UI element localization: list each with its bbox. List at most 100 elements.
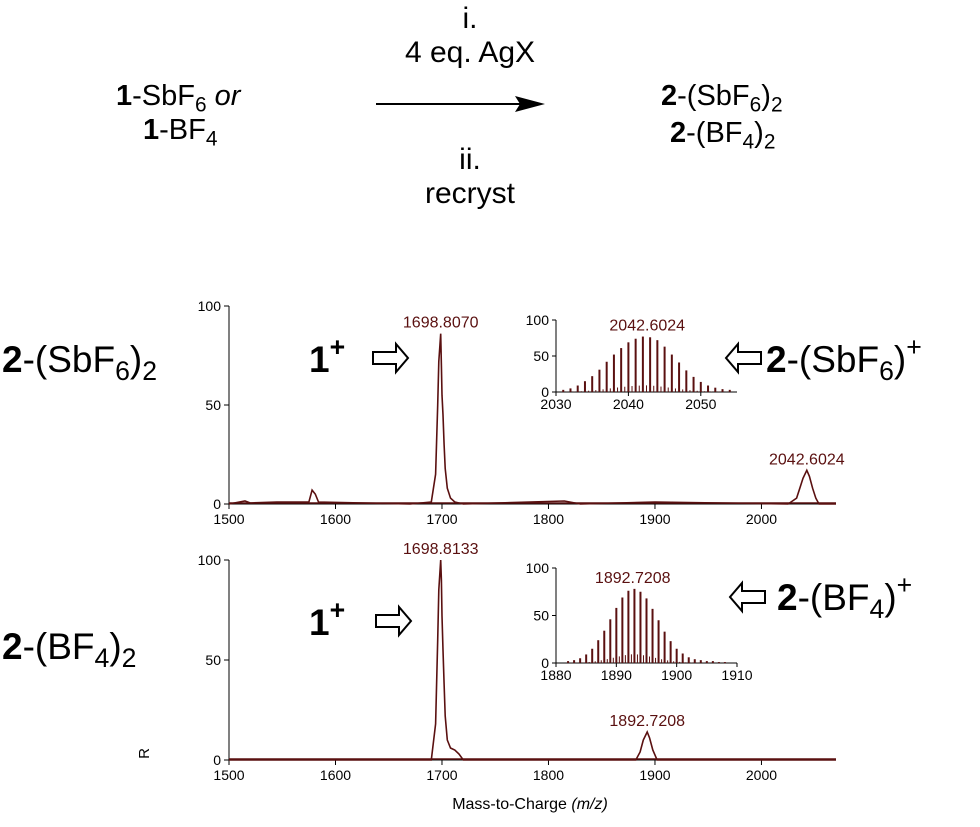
bottom-ion-2-arrow-icon xyxy=(728,580,766,614)
bottom-sample-count: 2 xyxy=(121,642,137,673)
top-inset-x-tick-label: 2030 xyxy=(540,396,571,412)
reactant-line-1: 1-SbF6 or xyxy=(116,80,241,115)
top-ion-2-label: 2-(SbF6)+ xyxy=(766,334,922,385)
x-axis-title-unit: (m/z) xyxy=(571,796,608,813)
top-sample-number: 2 xyxy=(2,339,23,380)
top-y-tick-label: 100 xyxy=(198,298,222,314)
product-2-paren: ) xyxy=(754,117,764,149)
product-1-subscript: 6 xyxy=(749,93,762,117)
bottom-inset-y-tick-label: 0 xyxy=(541,655,549,671)
bottom-y-tick-label: 50 xyxy=(205,652,221,668)
reactant-1-number: 1 xyxy=(116,80,133,112)
bottom-peak-label: 1698.8133 xyxy=(403,541,479,558)
top-inset-y-tick-label: 0 xyxy=(541,384,549,400)
step-1-number: i. xyxy=(462,2,478,35)
bottom-ion-1-charge: + xyxy=(329,595,346,626)
bottom-inset-x-tick-label: 1910 xyxy=(721,667,752,683)
reactant-line-2: 1-BF4 xyxy=(143,114,217,149)
x-axis-title: Mass-to-Charge (m/z) xyxy=(380,796,680,814)
top-ion-2-subscript: 6 xyxy=(879,355,894,386)
top-sample-formula: -(SbF xyxy=(22,339,116,380)
product-1-count: 2 xyxy=(770,93,783,117)
bottom-ion-2-charge: + xyxy=(896,570,913,601)
bottom-x-tick-label: 1900 xyxy=(639,767,670,783)
top-ion-1-label: 1+ xyxy=(309,334,345,380)
product-2-subscript: 4 xyxy=(742,130,755,154)
top-inset-x-tick-label: 2050 xyxy=(685,396,716,412)
bottom-peak-label: 1892.7208 xyxy=(609,713,685,730)
bottom-sample-number: 2 xyxy=(2,626,23,667)
bottom-ion-2-paren: ) xyxy=(884,577,897,618)
bottom-ion-2-formula: -(BF xyxy=(797,577,870,618)
bottom-x-tick-label: 2000 xyxy=(746,767,777,783)
bottom-y-tick-label: 100 xyxy=(198,552,222,568)
reactant-2-number: 1 xyxy=(143,114,160,146)
top-ion-1-charge: + xyxy=(329,332,346,363)
top-x-tick-label: 1700 xyxy=(426,511,457,527)
product-1-paren: ) xyxy=(761,80,771,112)
top-y-tick-label: 50 xyxy=(205,397,221,413)
bottom-sample-paren: ) xyxy=(109,626,122,667)
product-2-formula: -(BF xyxy=(686,117,743,149)
top-ion-2-paren: ) xyxy=(893,339,907,380)
top-ion-2-charge: + xyxy=(906,332,922,363)
step-1-reagent: 4 eq. AgX xyxy=(404,36,536,69)
top-peak-label: 2042.6024 xyxy=(769,451,845,468)
bottom-sample-label: 2-(BF4)2 xyxy=(2,626,136,672)
bottom-ion-1-label: 1+ xyxy=(309,597,345,643)
top-inset-y-tick-label: 50 xyxy=(533,348,549,364)
bottom-inset-x-tick-label: 1880 xyxy=(540,667,571,683)
top-inset-y-tick-label: 100 xyxy=(526,312,550,328)
top-y-tick-label: 0 xyxy=(213,496,221,512)
step-2-number: ii. xyxy=(459,143,481,176)
product-line-1: 2-(SbF6)2 xyxy=(661,80,783,115)
top-x-tick-label: 2000 xyxy=(746,511,777,527)
x-axis-title-text: Mass-to-Charge xyxy=(452,796,567,813)
bottom-inset-y-tick-label: 50 xyxy=(533,608,549,624)
bottom-ion-2-subscript: 4 xyxy=(869,593,885,624)
reactant-2-subscript: 4 xyxy=(205,127,218,151)
reaction-arrow-head xyxy=(515,96,545,112)
top-x-tick-label: 1600 xyxy=(320,511,351,527)
reactant-2-formula: -BF xyxy=(159,114,206,146)
step-2-text: recryst xyxy=(425,177,515,210)
product-1-formula: -(SbF xyxy=(677,80,750,112)
top-ion-1-arrow-icon xyxy=(372,341,410,375)
bottom-inset-y-tick-label: 100 xyxy=(526,560,550,576)
reactant-1-subscript: 6 xyxy=(194,93,207,117)
reactant-1-formula: -SbF xyxy=(132,80,195,112)
top-ion-2-arrow-icon xyxy=(724,341,762,375)
bottom-x-tick-label: 1500 xyxy=(213,767,244,783)
bottom-spectrum-line xyxy=(229,559,836,761)
product-1-number: 2 xyxy=(661,80,678,112)
top-sample-subscript: 6 xyxy=(115,355,130,386)
top-sample-label: 2-(SbF6)2 xyxy=(2,339,157,385)
bottom-inset-x-tick-label: 1890 xyxy=(601,667,632,683)
top-inset-x-tick-label: 2040 xyxy=(613,396,644,412)
bottom-ion-2-number: 2 xyxy=(777,577,798,618)
or-text: or xyxy=(206,80,241,112)
bottom-sample-formula: -(BF xyxy=(22,626,95,667)
top-ion-1-number: 1 xyxy=(309,339,330,380)
top-ion-2-number: 2 xyxy=(766,339,787,380)
top-x-tick-label: 1500 xyxy=(213,511,244,527)
top-peak-label: 1698.8070 xyxy=(403,315,479,332)
bottom-ion-1-number: 1 xyxy=(309,602,330,643)
y-axis-title: R xyxy=(135,748,153,759)
bottom-x-tick-label: 1800 xyxy=(533,767,564,783)
bottom-inset-peak-label: 1892.7208 xyxy=(595,570,671,587)
product-line-2: 2-(BF4)2 xyxy=(670,117,775,152)
top-sample-paren: ) xyxy=(129,339,143,380)
top-spectrum-line xyxy=(228,333,836,505)
bottom-x-tick-label: 1600 xyxy=(320,767,351,783)
bottom-ion-2-label: 2-(BF4)+ xyxy=(777,572,912,623)
top-ion-2-formula: -(SbF xyxy=(786,339,880,380)
product-2-count: 2 xyxy=(763,130,776,154)
product-2-number: 2 xyxy=(670,117,687,149)
top-inset-peak-label: 2042.6024 xyxy=(609,318,685,335)
top-sample-count: 2 xyxy=(142,355,158,386)
bottom-y-tick-label: 0 xyxy=(213,752,221,768)
